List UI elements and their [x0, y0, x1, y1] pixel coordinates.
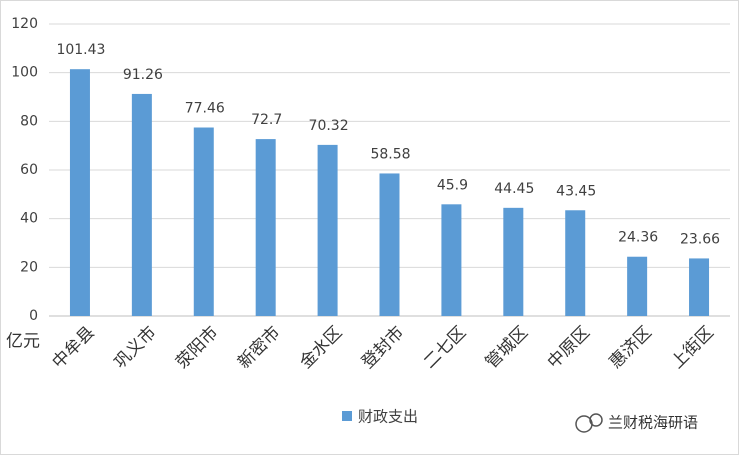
data-label: 44.45 — [494, 181, 534, 197]
data-label: 58.58 — [370, 146, 410, 162]
watermark: 兰财税海研语 — [608, 414, 698, 432]
y-tick-label: 120 — [11, 16, 38, 32]
bar — [627, 256, 648, 316]
data-label: 43.45 — [556, 183, 596, 199]
bar — [193, 127, 214, 316]
bar — [689, 258, 710, 316]
y-tick-label: 0 — [29, 308, 38, 324]
data-label: 101.43 — [56, 42, 105, 58]
bar — [317, 144, 338, 316]
y-tick-label: 100 — [11, 65, 38, 81]
data-label: 72.7 — [251, 112, 282, 128]
bar — [565, 210, 586, 316]
y-tick-label: 40 — [20, 211, 38, 227]
data-label: 24.36 — [618, 230, 658, 246]
y-tick-label: 20 — [20, 259, 38, 275]
bar — [441, 204, 462, 316]
bar — [69, 69, 90, 316]
bar — [503, 207, 524, 316]
legend-swatch — [342, 411, 352, 421]
data-label: 77.46 — [185, 101, 225, 117]
bar — [255, 139, 276, 316]
data-label: 70.32 — [309, 118, 349, 134]
legend-label: 财政支出 — [358, 408, 418, 426]
data-label: 91.26 — [123, 67, 163, 83]
y-tick-label: 60 — [20, 162, 38, 178]
data-label: 23.66 — [680, 231, 720, 247]
bar — [379, 173, 400, 316]
y-tick-label: 80 — [20, 113, 38, 129]
bar — [131, 93, 152, 317]
y-unit: 亿元 — [6, 332, 40, 352]
watermark-icon — [575, 413, 603, 433]
data-label: 45.9 — [437, 177, 468, 193]
